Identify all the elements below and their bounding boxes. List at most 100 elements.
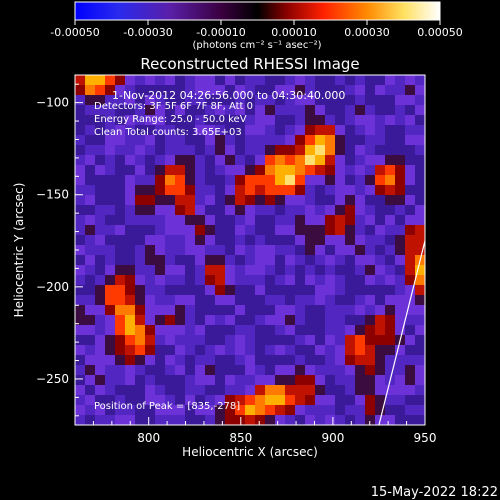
heatmap-cell: [285, 295, 296, 306]
heatmap-cell: [295, 185, 306, 196]
x-axis-label: Heliocentric X (arcsec): [182, 445, 318, 459]
heatmap-cell: [165, 155, 176, 166]
heatmap-cell: [205, 95, 216, 106]
y-tick-label: −100: [36, 96, 69, 110]
heatmap-cell: [335, 295, 346, 306]
heatmap-cell: [75, 325, 86, 336]
heatmap-cell: [305, 245, 316, 256]
heatmap-cell: [115, 235, 126, 246]
heatmap-cell: [205, 205, 216, 216]
heatmap-cell: [405, 365, 416, 376]
heatmap-cell: [285, 375, 296, 386]
heatmap-cell: [205, 135, 216, 146]
heatmap-cell: [195, 345, 206, 356]
heatmap-cell: [75, 225, 86, 236]
heatmap-cell: [95, 265, 106, 276]
heatmap-cell: [205, 305, 216, 316]
heatmap-cell: [325, 205, 336, 216]
heatmap-cell: [245, 415, 256, 425]
heatmap-cell: [345, 345, 356, 356]
heatmap-cell: [345, 245, 356, 256]
heatmap-cell: [135, 125, 146, 136]
heatmap-cell: [155, 245, 166, 256]
heatmap-cell: [405, 205, 416, 216]
heatmap-cell: [265, 115, 276, 126]
heatmap-cell: [355, 355, 366, 366]
heatmap-cell: [405, 195, 416, 206]
heatmap-cell: [125, 335, 136, 346]
heatmap-cell: [125, 285, 136, 296]
heatmap-cell: [345, 285, 356, 296]
heatmap-cell: [95, 245, 106, 256]
heatmap-cell: [345, 215, 356, 226]
heatmap-cell: [285, 235, 296, 246]
heatmap-cell: [305, 255, 316, 266]
heatmap-cell: [285, 265, 296, 276]
heatmap-cell: [245, 305, 256, 316]
heatmap-cell: [395, 275, 406, 286]
heatmap-cell: [325, 145, 336, 156]
heatmap-cell: [245, 295, 256, 306]
heatmap-cell: [85, 115, 96, 126]
heatmap-cell: [115, 145, 126, 156]
heatmap-cell: [145, 75, 156, 86]
heatmap-cell: [175, 275, 186, 286]
heatmap-cell: [345, 405, 356, 416]
heatmap-cell: [75, 275, 86, 286]
heatmap-cell: [75, 195, 86, 206]
heatmap-cell: [295, 195, 306, 206]
heatmap-cell: [335, 205, 346, 216]
heatmap-cell: [335, 105, 346, 116]
heatmap-cell: [85, 325, 96, 336]
heatmap-cell: [395, 115, 406, 126]
heatmap-cell: [245, 95, 256, 106]
heatmap-cell: [335, 235, 346, 246]
heatmap-cell: [85, 235, 96, 246]
heatmap-cell: [235, 165, 246, 176]
heatmap-cell: [115, 395, 126, 406]
heatmap-cell: [145, 365, 156, 376]
heatmap-cell: [205, 335, 216, 346]
heatmap-cell: [235, 245, 246, 256]
heatmap-cell: [125, 305, 136, 316]
heatmap-cell: [405, 265, 416, 276]
heatmap-cell: [405, 85, 416, 96]
heatmap-cell: [305, 325, 316, 336]
heatmap-cell: [185, 325, 196, 336]
heatmap-cell: [75, 385, 86, 396]
heatmap-cell: [305, 415, 316, 425]
heatmap-cell: [125, 85, 136, 96]
heatmap-cell: [295, 415, 306, 425]
heatmap-cell: [175, 95, 186, 106]
heatmap-cell: [205, 85, 216, 96]
heatmap-cell: [415, 375, 425, 386]
heatmap-cell: [385, 135, 396, 146]
heatmap-cell: [325, 365, 336, 376]
heatmap-cell: [305, 135, 316, 146]
heatmap-cell: [405, 345, 416, 356]
heatmap-cell: [285, 185, 296, 196]
heatmap-cell: [265, 205, 276, 216]
heatmap-cell: [195, 95, 206, 106]
heatmap-cell: [285, 325, 296, 336]
heatmap-cell: [255, 145, 266, 156]
heatmap-cell: [195, 235, 206, 246]
heatmap-cell: [335, 165, 346, 176]
heatmap-cell: [355, 215, 366, 226]
heatmap-cell: [145, 155, 156, 166]
heatmap-cell: [375, 75, 386, 86]
heatmap-cell: [255, 215, 266, 226]
heatmap-cell: [365, 275, 376, 286]
heatmap-cell: [305, 285, 316, 296]
heatmap-cell: [75, 75, 86, 86]
heatmap-cell: [235, 205, 246, 216]
heatmap-cell: [175, 355, 186, 366]
heatmap-cell: [235, 75, 246, 86]
heatmap-cell: [365, 85, 376, 96]
colorbar-tick-label: 0.00030: [344, 26, 390, 39]
heatmap-cell: [145, 125, 156, 136]
heatmap-cell: [225, 385, 236, 396]
heatmap-cell: [225, 285, 236, 296]
heatmap-cell: [215, 305, 226, 316]
heatmap-cell: [315, 295, 326, 306]
